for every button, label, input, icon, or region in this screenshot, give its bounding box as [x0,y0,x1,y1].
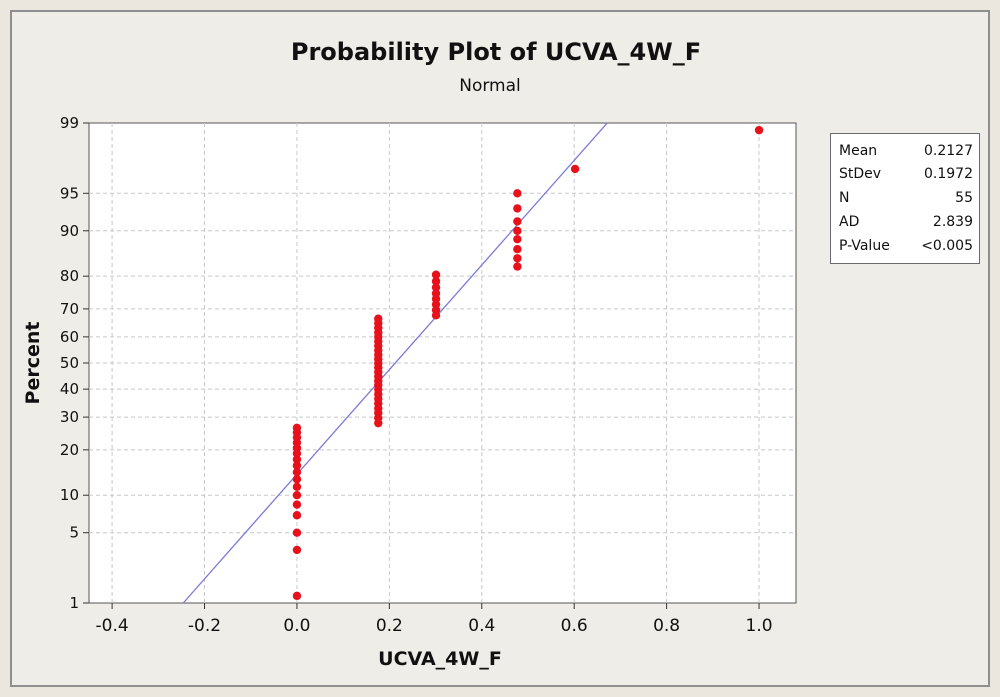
data-point [513,217,522,226]
x-tick-label: -0.4 [96,616,129,636]
stat-value: 55 [955,190,973,206]
data-point [513,254,522,263]
y-tick-label: 70 [60,300,79,318]
data-point [431,289,441,298]
stat-label: Mean [839,143,878,159]
y-tick-label: 30 [60,408,79,426]
data-point [292,423,302,432]
data-point [292,528,302,537]
data-point [513,234,522,244]
data-point [292,591,302,601]
data-point [754,125,764,135]
stat-value: 0.1972 [924,166,973,182]
stat-n: N 55 [839,188,973,208]
data-point [513,189,522,198]
data-point [292,545,302,555]
x-tick-label: 0.2 [376,616,403,636]
x-axis-label: UCVA_4W_F [378,648,502,670]
y-axis-label: Percent [22,322,44,405]
data-point [292,467,302,477]
y-tick-label: 99 [60,114,79,132]
stat-value: 2.839 [932,214,973,230]
y-tick-label: 50 [60,354,79,372]
chart-frame: Probability Plot of UCVA_4W_F Normal -0.… [10,10,990,687]
y-tick-label: 95 [60,184,79,202]
y-tick-label: 1 [69,594,79,612]
stat-value: 0.2127 [924,143,973,159]
stat-label: P-Value [839,238,890,254]
data-point [292,455,302,464]
chart-subtitle: Normal [459,76,521,96]
stat-label: N [839,190,850,206]
x-tick-label: 0.4 [468,616,495,636]
data-point [570,164,580,174]
stat-mean: Mean 0.2127 [839,141,973,161]
stat-p-value: P-Value <0.005 [839,236,973,256]
axis-ticks: -0.4 -0.2 0.0 0.2 0.4 0.6 0.8 1.0 1 5 10 20 30 40 50 60… [60,114,773,636]
data-point [292,461,302,470]
stats-legend: Mean 0.2127 StDev 0.1972 N 55 AD 2.839 P… [830,133,980,264]
stat-label: StDev [839,166,882,182]
y-tick-label: 90 [60,222,79,240]
x-tick-label: 0.0 [283,616,310,636]
grid-lines [89,123,796,603]
fit-line-group [182,122,608,604]
data-point [513,204,522,213]
data-point [513,262,522,271]
stat-value: <0.005 [921,238,973,254]
stat-label: AD [839,214,860,230]
y-tick-label: 5 [69,524,79,542]
data-point [431,270,441,279]
y-tick-label: 80 [60,267,79,285]
data-point [513,226,522,235]
fit-line [182,122,608,604]
data-point [374,314,383,323]
stat-ad: AD 2.839 [839,212,973,232]
data-point [292,511,302,520]
probability-plot: Probability Plot of UCVA_4W_F Normal -0.… [22,38,797,670]
data-point [513,245,522,254]
chart-title: Probability Plot of UCVA_4W_F [291,38,701,66]
data-point [292,500,302,509]
y-tick-label: 60 [60,328,79,346]
data-point [292,482,302,492]
data-point [292,475,302,484]
x-tick-label: 0.6 [561,616,588,636]
stat-stdev: StDev 0.1972 [839,164,973,184]
data-point [431,277,441,286]
y-tick-label: 10 [60,486,79,504]
y-tick-label: 20 [60,441,79,459]
x-tick-label: -0.2 [188,616,221,636]
data-point [292,491,302,500]
x-tick-label: 1.0 [746,616,773,636]
x-tick-label: 0.8 [653,616,680,636]
data-point [431,283,441,292]
data-points [292,125,764,601]
y-tick-label: 40 [60,380,79,398]
